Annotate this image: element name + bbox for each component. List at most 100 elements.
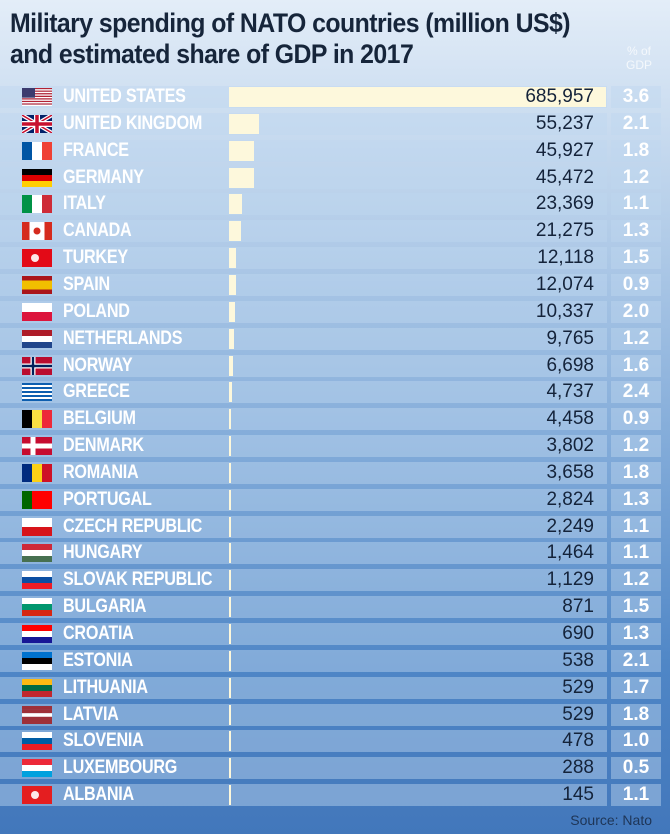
gdp-band bbox=[611, 86, 661, 108]
row-band bbox=[0, 273, 607, 296]
gdp-share-label: 1.0 bbox=[622, 730, 650, 752]
bar bbox=[229, 462, 231, 483]
country-label: HUNGARY bbox=[63, 542, 143, 564]
chart-row: LATVIA 529 1.8 bbox=[0, 703, 670, 726]
gdp-band bbox=[611, 381, 661, 404]
flag-icon bbox=[22, 759, 52, 778]
gdp-share-label: 1.1 bbox=[622, 193, 650, 215]
chart-row: HUNGARY 1,464 1.1 bbox=[0, 542, 670, 565]
flag-icon bbox=[22, 651, 52, 670]
country-label: TURKEY bbox=[63, 247, 128, 269]
country-label: CROATIA bbox=[63, 623, 134, 644]
flag-icon bbox=[22, 222, 52, 241]
gdp-band bbox=[611, 193, 661, 216]
value-label: 3,802 bbox=[546, 435, 594, 457]
flag-icon bbox=[22, 598, 52, 617]
bar bbox=[229, 758, 231, 779]
flag-icon bbox=[22, 168, 52, 187]
row-band bbox=[0, 703, 607, 726]
bar bbox=[229, 274, 236, 295]
country-label: BULGARIA bbox=[63, 596, 147, 618]
flag-icon bbox=[22, 356, 52, 375]
gdp-band bbox=[611, 596, 661, 619]
value-label: 685,957 bbox=[525, 86, 594, 107]
value-label: 871 bbox=[562, 596, 594, 618]
gdp-band bbox=[611, 300, 661, 323]
value-label: 1,129 bbox=[546, 569, 594, 591]
chart-row: SLOVENIA 478 1.0 bbox=[0, 730, 670, 753]
gdp-band bbox=[611, 139, 661, 162]
value-label: 6,698 bbox=[546, 354, 594, 376]
gdp-band bbox=[611, 408, 661, 431]
row-band bbox=[0, 435, 607, 458]
gdp-share-label: 1.2 bbox=[622, 569, 650, 591]
flag-icon bbox=[22, 705, 52, 724]
flag-icon bbox=[22, 329, 52, 348]
chart-row: CZECH REPUBLIC 2,249 1.1 bbox=[0, 515, 670, 538]
gdp-share-label: 1.2 bbox=[622, 435, 650, 457]
gdp-share-label: 0.5 bbox=[622, 757, 650, 779]
gdp-share-label: 1.8 bbox=[622, 703, 650, 725]
gdp-band bbox=[611, 488, 661, 511]
row-band bbox=[0, 300, 607, 323]
gdp-band bbox=[611, 784, 661, 807]
chart-title: Military spending of NATO countries (mil… bbox=[10, 8, 571, 69]
bar bbox=[229, 382, 232, 403]
country-label: DENMARK bbox=[63, 435, 144, 457]
country-label: ROMANIA bbox=[63, 461, 139, 483]
country-label: CANADA bbox=[63, 220, 132, 242]
bar bbox=[229, 677, 231, 698]
country-label: PORTUGAL bbox=[63, 488, 152, 510]
gdp-band bbox=[611, 435, 661, 458]
row-band bbox=[0, 515, 607, 538]
country-label: BELGIUM bbox=[63, 408, 136, 430]
country-label: SLOVAK REPUBLIC bbox=[63, 569, 213, 591]
gdp-share-label: 1.1 bbox=[622, 784, 650, 806]
gdp-band bbox=[611, 649, 661, 672]
country-label: SPAIN bbox=[63, 273, 110, 295]
chart-row: ITALY 23,369 1.1 bbox=[0, 193, 670, 216]
country-label: NORWAY bbox=[63, 354, 133, 376]
gdp-share-label: 2.0 bbox=[622, 300, 650, 322]
flag-icon bbox=[22, 302, 52, 321]
row-band bbox=[0, 757, 607, 780]
flag-icon bbox=[22, 625, 52, 644]
gdp-share-label: 1.5 bbox=[622, 596, 650, 618]
bar bbox=[229, 650, 231, 671]
chart-row: NETHERLANDS 9,765 1.2 bbox=[0, 327, 670, 350]
row-band bbox=[0, 327, 607, 350]
value-label: 3,658 bbox=[546, 461, 594, 483]
gdp-band bbox=[611, 247, 661, 270]
chart-row: SPAIN 12,074 0.9 bbox=[0, 273, 670, 296]
gdp-share-label: 2.1 bbox=[622, 112, 650, 134]
value-label: 145 bbox=[562, 784, 594, 806]
flag-icon bbox=[22, 437, 52, 456]
row-band bbox=[0, 247, 607, 270]
bar bbox=[229, 87, 606, 107]
value-label: 478 bbox=[562, 730, 594, 752]
bar bbox=[229, 221, 241, 242]
flag-icon bbox=[22, 383, 52, 402]
row-band bbox=[0, 381, 607, 404]
chart-row: BELGIUM 4,458 0.9 bbox=[0, 408, 670, 431]
gdp-share-label: 3.6 bbox=[622, 86, 650, 107]
gdp-share-label: 0.9 bbox=[622, 408, 650, 430]
chart-row: GERMANY 45,472 1.2 bbox=[0, 166, 670, 189]
chart-row: LUXEMBOURG 288 0.5 bbox=[0, 757, 670, 780]
country-label: UNITED KINGDOM bbox=[63, 112, 203, 134]
row-band bbox=[0, 623, 607, 645]
gdp-band bbox=[611, 273, 661, 296]
country-label: POLAND bbox=[63, 300, 130, 322]
row-band bbox=[0, 596, 607, 619]
bar bbox=[229, 140, 255, 161]
country-label: UNITED STATES bbox=[63, 86, 186, 107]
value-label: 1,464 bbox=[546, 542, 594, 564]
gdp-share-label: 1.2 bbox=[622, 327, 650, 349]
flag-icon bbox=[22, 275, 52, 295]
gdp-band bbox=[611, 166, 661, 189]
row-band bbox=[0, 112, 607, 135]
flag-icon bbox=[22, 544, 52, 563]
flag-icon bbox=[22, 249, 52, 268]
gdp-share-label: 1.1 bbox=[622, 515, 650, 537]
